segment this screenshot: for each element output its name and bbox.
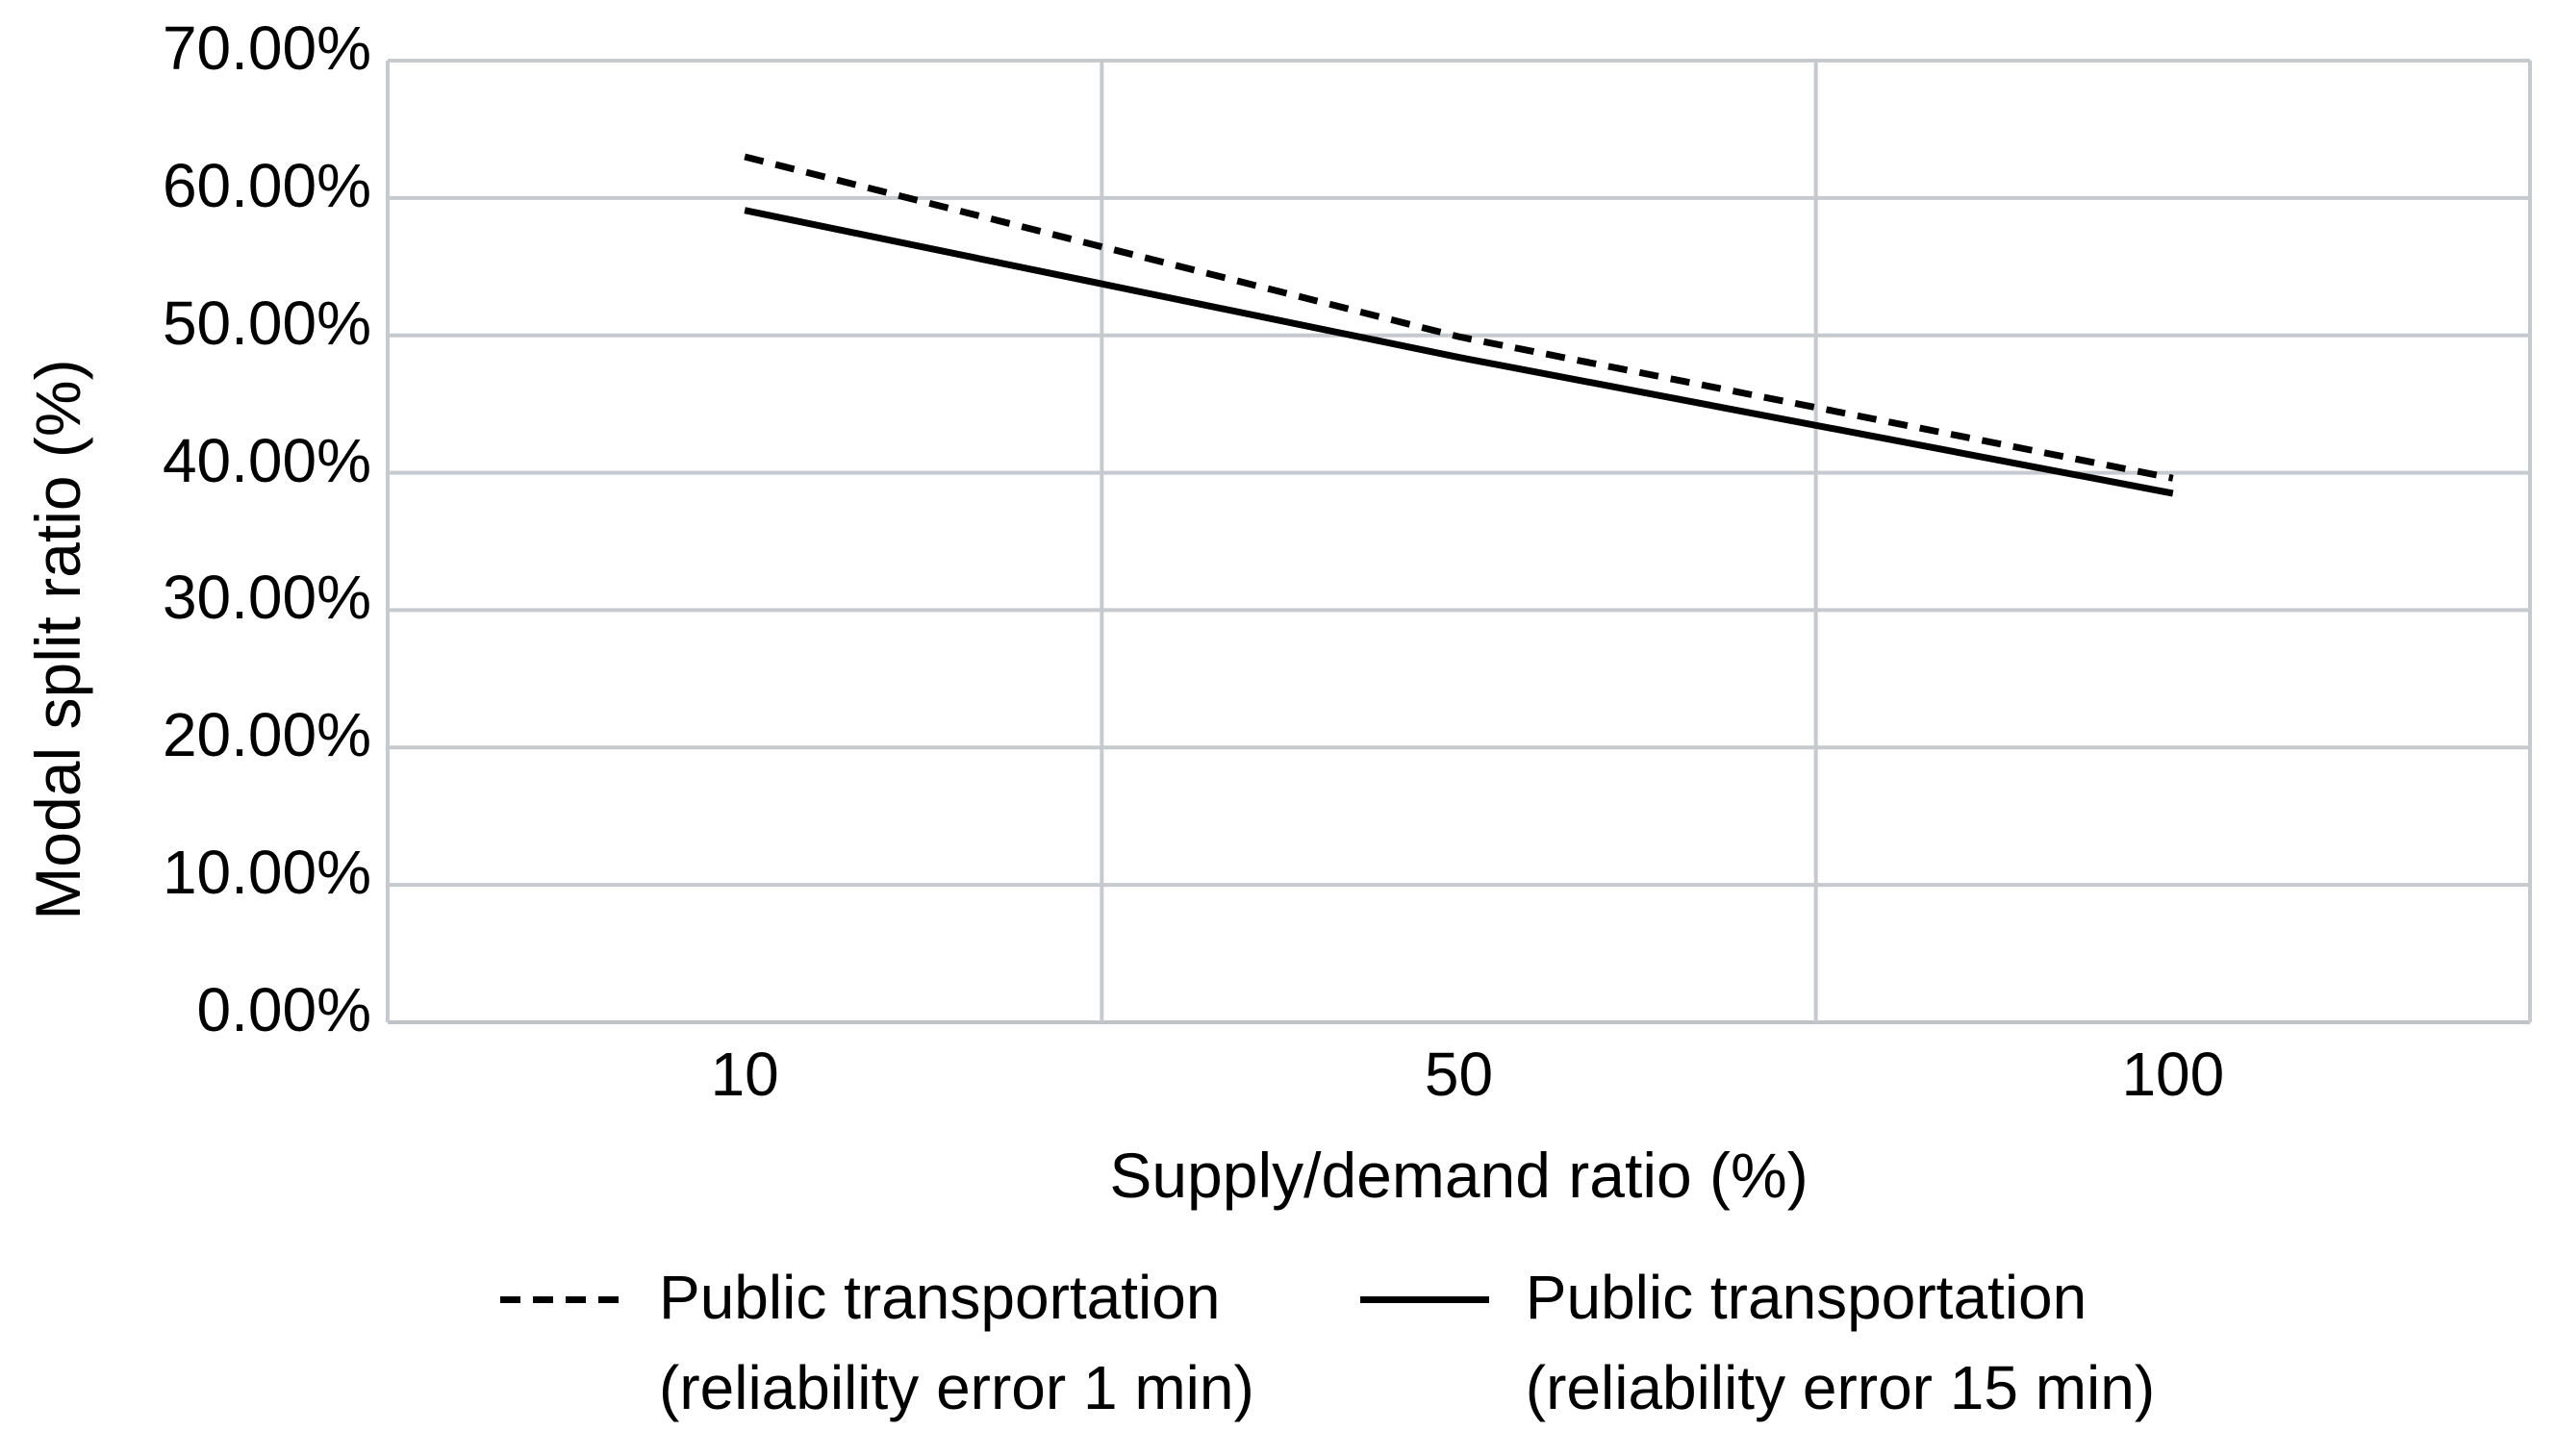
legend-label-line1: Public transportation bbox=[659, 1263, 1221, 1332]
solid-line-sample bbox=[1359, 1296, 1489, 1303]
y-tick-label: 50.00% bbox=[162, 288, 371, 358]
dashed-line-sample bbox=[500, 1296, 622, 1303]
y-tick-label: 20.00% bbox=[162, 700, 371, 770]
y-tick-label: 10.00% bbox=[162, 838, 371, 908]
x-tick-label: 10 bbox=[710, 1040, 779, 1109]
chart-legend: Public transportation (reliability error… bbox=[500, 1252, 2155, 1433]
x-tick-label: 100 bbox=[2121, 1040, 2225, 1109]
y-tick-label: 30.00% bbox=[162, 563, 371, 633]
legend-label-reliability-1min: Public transportation (reliability error… bbox=[659, 1252, 1254, 1433]
y-tick-label: 70.00% bbox=[162, 13, 371, 83]
y-tick-label: 0.00% bbox=[196, 975, 371, 1044]
y-tick-label: 60.00% bbox=[162, 150, 371, 220]
legend-label-line2: (reliability error 15 min) bbox=[1525, 1353, 2156, 1422]
legend-label-reliability-15min: Public transportation (reliability error… bbox=[1526, 1252, 2155, 1433]
series-line-reliability-1min bbox=[744, 153, 2174, 482]
series-line-reliability-15min bbox=[744, 207, 2174, 497]
y-axis-title: Modal split ratio (%) bbox=[22, 359, 93, 920]
legend-label-line1: Public transportation bbox=[1525, 1263, 2087, 1332]
y-tick-label: 40.00% bbox=[162, 425, 371, 495]
legend-item-reliability-1min: Public transportation (reliability error… bbox=[500, 1252, 1254, 1433]
legend-item-reliability-15min: Public transportation (reliability error… bbox=[1359, 1252, 2155, 1433]
x-tick-label: 50 bbox=[1424, 1040, 1494, 1109]
legend-label-line2: (reliability error 1 min) bbox=[659, 1353, 1254, 1422]
x-axis-title: Supply/demand ratio (%) bbox=[1109, 1140, 1809, 1211]
